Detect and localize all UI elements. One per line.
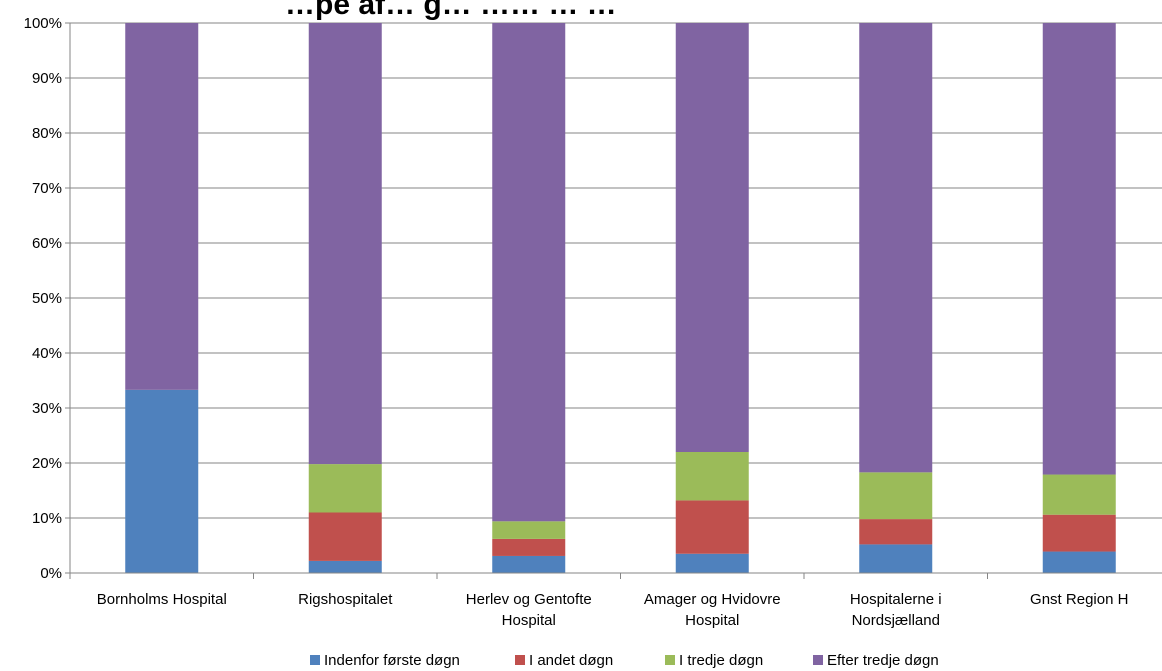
y-tick-label: 40% [32, 345, 62, 362]
y-tick-label: 80% [32, 125, 62, 142]
y-tick-label: 50% [32, 290, 62, 307]
y-tick-label: 70% [32, 180, 62, 197]
bar-segment [675, 500, 749, 554]
bar-segment [308, 512, 382, 561]
chart-title: …pe af… g… …… … … [285, 0, 617, 21]
legend-swatch [310, 655, 320, 665]
gridlines [70, 22, 1162, 519]
axes [65, 22, 1162, 579]
bar-segment [859, 519, 933, 545]
x-category-label: Amager og Hvidovre [644, 591, 781, 608]
y-tick-label: 90% [32, 70, 62, 87]
bar-segment [1042, 514, 1116, 552]
legend-swatch [515, 655, 525, 665]
legend-swatch [665, 655, 675, 665]
y-tick-label: 30% [32, 400, 62, 417]
legend-label: Indenfor første døgn [324, 652, 460, 669]
bar-segment [492, 521, 566, 539]
bar-segment [125, 389, 199, 573]
legend-label: I tredje døgn [679, 652, 763, 669]
bar-segment [859, 23, 933, 473]
bar-segment [492, 23, 566, 522]
bar-segment [308, 560, 382, 573]
bar-segment [308, 23, 382, 465]
x-category-label: Gnst Region H [1030, 591, 1128, 608]
x-category-label: Hospital [502, 612, 556, 629]
y-tick-label: 0% [40, 565, 62, 582]
x-category-label: Hospital [685, 612, 739, 629]
y-tick-label: 10% [32, 510, 62, 527]
x-category-label: Rigshospitalet [298, 591, 393, 608]
x-category-label: Bornholms Hospital [97, 591, 227, 608]
x-category-label: Nordsjælland [852, 612, 940, 629]
bar-segment [492, 555, 566, 573]
legend-label: I andet døgn [529, 652, 613, 669]
bar-segment [308, 464, 382, 513]
y-tick-label: 60% [32, 235, 62, 252]
bar-segment [675, 23, 749, 452]
bar-segment [1042, 23, 1116, 475]
y-tick-label: 100% [24, 15, 62, 32]
bar-segment [675, 553, 749, 573]
x-axis-categories: Bornholms Hospital Rigshospitalet Herlev o… [97, 591, 1129, 629]
bar-segment [1042, 551, 1116, 573]
bar-segment [859, 472, 933, 520]
y-axis-ticks: 0% 10% 20% 30% 40% 50% 60% 70% 80% 90% 100% [24, 15, 62, 582]
x-category-label: Hospitalerne i [850, 591, 942, 608]
legend: Indenfor første døgn I andet døgn I tredje… [310, 652, 939, 669]
legend-label: Efter tredje døgn [827, 652, 939, 669]
bar-segment [125, 23, 199, 390]
bar-segment [675, 452, 749, 501]
legend-swatch [813, 655, 823, 665]
y-tick-label: 20% [32, 455, 62, 472]
bar-segment [859, 544, 933, 573]
bar-segment [1042, 474, 1116, 515]
bar-segment [492, 538, 566, 556]
x-category-label: Herlev og Gentofte [466, 591, 592, 608]
bars [125, 23, 1116, 573]
